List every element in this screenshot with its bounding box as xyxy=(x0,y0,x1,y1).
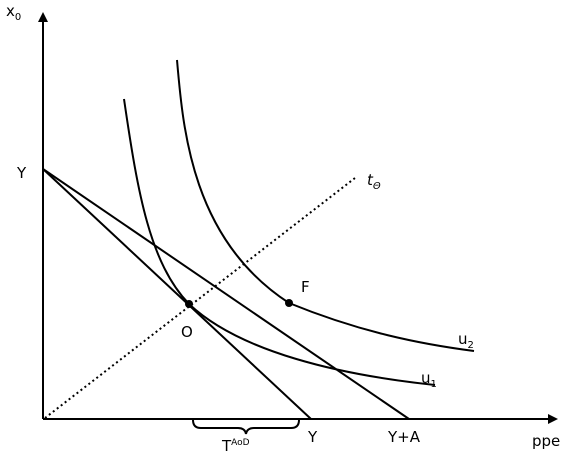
tax-brace xyxy=(192,419,300,435)
tax-line-label-sub: Θ xyxy=(373,181,381,192)
brace-label-sup: AoD xyxy=(231,438,250,448)
point-o-label: O xyxy=(181,323,193,341)
brace-label: TAoD xyxy=(221,437,250,455)
y-axis-label: x0 xyxy=(6,2,21,23)
x-axis-label: ppe xyxy=(532,432,560,450)
tax-line-label: tΘ xyxy=(367,171,381,192)
point-f xyxy=(285,299,293,307)
curve-u2-label: u2 xyxy=(458,330,474,351)
curve-u1-label-sub: 1 xyxy=(431,379,437,390)
point-f-label: F xyxy=(301,278,310,296)
x-intercept-y-label: Y xyxy=(307,428,318,446)
tax-line xyxy=(44,177,356,419)
indifference-curve-u1 xyxy=(123,98,436,386)
y-intercept-label: Y xyxy=(16,164,27,182)
curve-u2-label-sub: 2 xyxy=(468,340,474,351)
indifference-curve-u2 xyxy=(176,59,475,352)
y-axis-label-sub: 0 xyxy=(15,12,21,23)
budget-line-shifted xyxy=(42,168,410,420)
x-intercept-y-plus-a-label: Y+A xyxy=(387,428,421,446)
budget-line-original xyxy=(42,168,312,420)
curve-u1-label: u1 xyxy=(421,369,437,390)
point-o xyxy=(185,300,193,308)
